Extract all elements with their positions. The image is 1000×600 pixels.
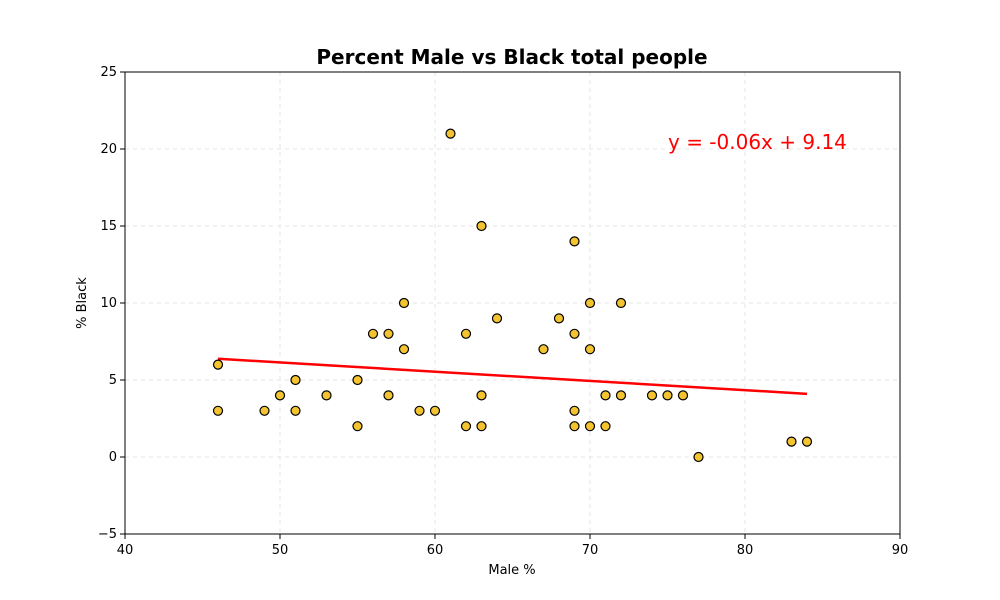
y-tick-label: 5 [109,373,117,388]
x-tick-label: 90 [892,543,909,558]
data-point [662,390,673,401]
regression-equation: y = -0.06x + 9.14 [668,130,847,154]
y-tick-label: 10 [100,296,117,311]
x-axis-ticks: 40 50 60 70 80 90 [117,534,909,558]
data-point [383,328,394,339]
data-point [600,390,611,401]
data-point [569,328,580,339]
data-point [569,421,580,432]
data-point [615,297,627,309]
x-tick-label: 40 [117,543,134,558]
data-point [414,405,425,416]
data-point [646,390,658,401]
data-point [584,297,596,309]
data-point [398,344,410,355]
y-tick-label: 20 [100,142,117,157]
data-point [259,405,270,416]
y-tick-label: 15 [100,219,117,234]
chart-title: Percent Male vs Black total people [316,45,707,69]
y-tick-label: 25 [100,65,117,80]
data-point [212,359,224,370]
data-point [801,436,813,447]
data-point [584,344,596,355]
data-point [460,421,472,432]
data-point [352,374,363,386]
x-tick-label: 50 [272,543,289,558]
data-point [367,328,379,339]
data-point [584,421,596,432]
data-point [677,390,689,401]
data-point [476,220,487,232]
x-axis-label: Male % [488,563,535,578]
data-point [476,421,487,432]
y-axis-label: % Black [75,277,90,329]
data-point [460,328,472,339]
x-tick-label: 60 [427,543,444,558]
x-tick-label: 70 [582,543,599,558]
data-points [212,128,813,463]
data-point [352,421,363,432]
y-tick-label: 0 [109,450,117,465]
x-tick-label: 80 [737,543,754,558]
data-point [600,421,611,432]
data-point [538,344,549,355]
y-tick-label: −5 [98,527,117,542]
regression-line [217,357,808,396]
data-point [491,313,503,324]
data-point [569,236,580,247]
data-point [398,297,410,309]
data-point [290,405,301,416]
data-point [569,405,580,416]
data-point [321,390,332,401]
data-point [553,313,565,324]
data-point [274,390,286,401]
data-point [383,390,394,401]
data-point [445,128,456,139]
data-point [615,390,627,401]
data-point [429,405,441,416]
data-point [786,436,797,447]
y-axis-ticks: −5 0 5 10 15 20 25 [98,65,125,542]
data-point [212,405,224,416]
data-point [693,451,704,463]
data-point [476,390,487,401]
data-point [290,374,301,386]
